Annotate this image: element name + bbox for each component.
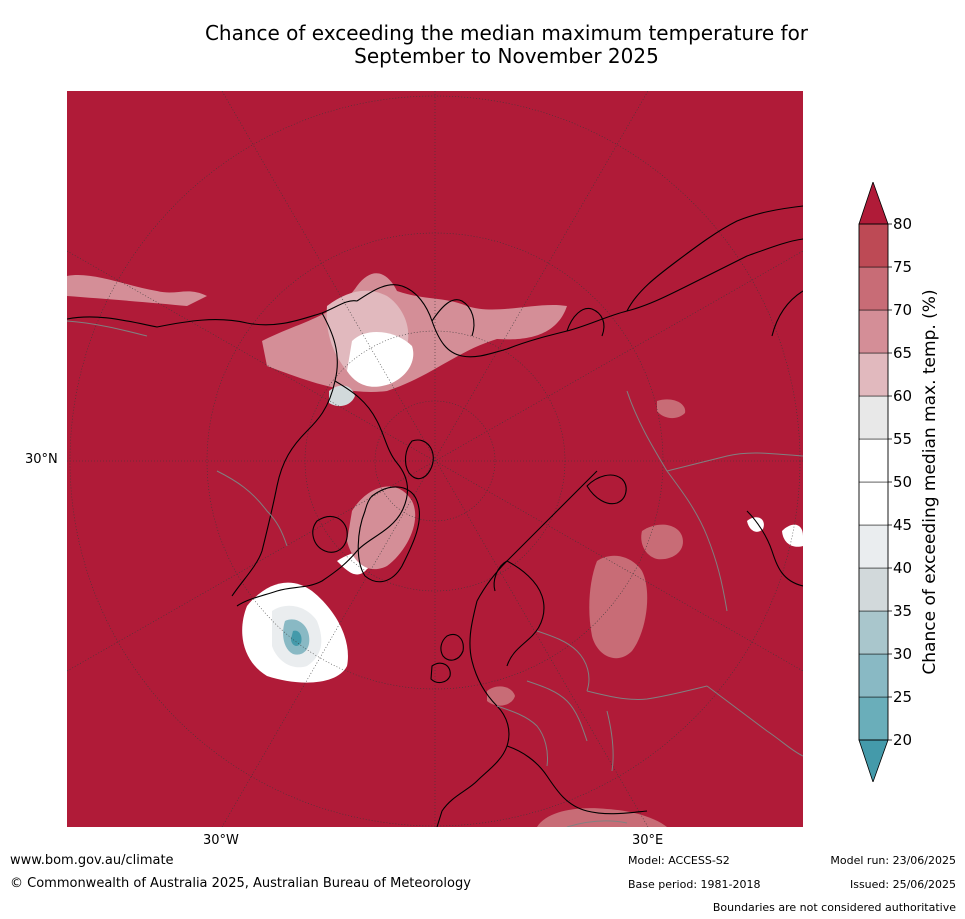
border-north-africa	[566, 820, 628, 827]
coast-north-america-west	[231, 312, 338, 597]
colorbar-tick-label: 35	[893, 602, 912, 620]
colorbar-segment	[858, 610, 889, 655]
coast-canada-arctic	[236, 380, 408, 607]
lon-label-30e: 30°E	[632, 833, 664, 848]
coast-kamchatka	[771, 290, 803, 337]
probability-map	[67, 91, 803, 827]
coast-ellesmere	[404, 439, 434, 480]
colorbar-segment	[858, 223, 889, 268]
coastlines	[67, 205, 803, 827]
map-background	[67, 91, 803, 827]
coast-britain	[440, 633, 464, 661]
colorbar-segment	[858, 696, 889, 741]
colorbar-tick-label: 45	[893, 516, 912, 534]
coast-scandinavia-south	[506, 560, 545, 667]
colorbar-segment	[858, 309, 889, 354]
coast-kola	[493, 560, 508, 592]
colorbar-segment	[858, 567, 889, 612]
colorbar-segment	[858, 653, 889, 698]
shade-russia-patch	[641, 524, 683, 560]
border-western-europe	[496, 705, 548, 767]
shade-greenland	[347, 486, 416, 570]
shade-bering-neutral	[347, 331, 414, 387]
borders	[67, 320, 803, 827]
shade-north-atlantic-deep	[291, 630, 302, 646]
colorbar-tick-label: 55	[893, 430, 912, 448]
coast-east-siberia	[626, 205, 803, 312]
colorbar: 20 25 30 35 40 45 50 55 60 65 70 75 80	[855, 180, 965, 784]
colorbar-segment	[858, 481, 889, 526]
colorbar-label: Chance of exceeding median max. temp. (%…	[920, 289, 940, 675]
shade-siberia-patch	[657, 399, 686, 419]
colorbar-segment	[858, 438, 889, 483]
shade-asia-white-1	[747, 517, 764, 532]
colorbar-under-arrow	[858, 739, 889, 784]
footer-website: www.bom.gov.au/climate	[10, 853, 174, 868]
colorbar-tick-label: 30	[893, 645, 912, 663]
colorbar-svg: 20 25 30 35 40 45 50 55 60 65 70 75 80	[858, 180, 912, 784]
colorbar-segment	[858, 352, 889, 397]
meridian-60e-120w	[67, 250, 803, 672]
border-ukraine-russia	[586, 685, 708, 700]
coast-ireland	[430, 662, 451, 684]
shade-eastern-europe	[589, 555, 648, 659]
colorbar-segment	[858, 266, 889, 311]
footer-copyright: © Commonwealth of Australia 2025, Austra…	[10, 876, 471, 891]
colorbar-tick-label: 40	[893, 559, 912, 577]
coast-siberia-north	[356, 238, 803, 358]
border-canada-alaska	[67, 320, 148, 337]
border-baltics	[536, 630, 590, 692]
shade-bering-cool	[329, 385, 355, 407]
coast-western-europe	[436, 600, 510, 827]
coast-greenland	[357, 486, 421, 583]
colorbar-tick-label: 25	[893, 688, 912, 706]
probability-shading	[67, 273, 803, 827]
colorbar-tick-label: 50	[893, 473, 912, 491]
colorbar-over-arrow	[858, 180, 889, 225]
coast-baffin	[312, 516, 348, 553]
shade-europe-small	[487, 686, 515, 706]
colorbar-tick-label: 70	[893, 301, 912, 319]
colorbar-segments	[858, 223, 889, 741]
coast-novaya-zemlya	[586, 474, 627, 505]
colorbar-tick-label: 20	[893, 731, 912, 749]
coast-taimyr	[566, 307, 605, 337]
colorbar-segment	[858, 395, 889, 440]
colorbar-tick-label: 65	[893, 344, 912, 362]
coast-alaska-aleutian	[67, 300, 358, 328]
footer-model-run: Model run: 23/06/2025	[830, 854, 956, 867]
border-usa-canada	[216, 470, 288, 547]
border-balkans	[606, 710, 614, 772]
border-russia-kazakhstan	[626, 390, 728, 612]
meridian-30e-150w	[221, 91, 649, 827]
footer-model: Model: ACCESS-S2	[628, 854, 730, 867]
footer-issued: Issued: 25/06/2025	[849, 878, 956, 891]
shade-africa-patch	[537, 808, 667, 827]
coast-chukotka	[431, 299, 475, 337]
colorbar-tick-label: 80	[893, 215, 912, 233]
footer-base-period: Base period: 1981-2018	[628, 878, 761, 891]
coast-scandinavia-north	[476, 470, 598, 602]
lon-label-30w: 30°W	[203, 833, 239, 848]
lat-label-30n: 30°N	[25, 452, 58, 467]
title-line-1: Chance of exceeding the median maximum t…	[204, 21, 809, 45]
meridian-30w-150e	[221, 91, 649, 827]
border-russia-mongolia	[666, 452, 803, 472]
shade-northwest-pacific	[67, 274, 207, 306]
footer-disclaimer: Boundaries are not considered authoritat…	[712, 901, 956, 914]
coast-caspian-region	[746, 510, 803, 587]
map-canvas	[67, 91, 803, 827]
title-line-2: September to November 2025	[354, 44, 659, 68]
colorbar-tick-label: 60	[893, 387, 912, 405]
border-central-europe	[526, 680, 588, 742]
colorbar-tick-label: 75	[893, 258, 912, 276]
colorbar-ticks: 20 25 30 35 40 45 50 55 60 65 70 75 80	[888, 215, 912, 749]
coast-mediterranean-north	[506, 745, 648, 815]
map-title: Chance of exceeding the median maximum t…	[0, 22, 965, 68]
border-central-asia	[706, 685, 803, 757]
colorbar-segment	[858, 524, 889, 569]
